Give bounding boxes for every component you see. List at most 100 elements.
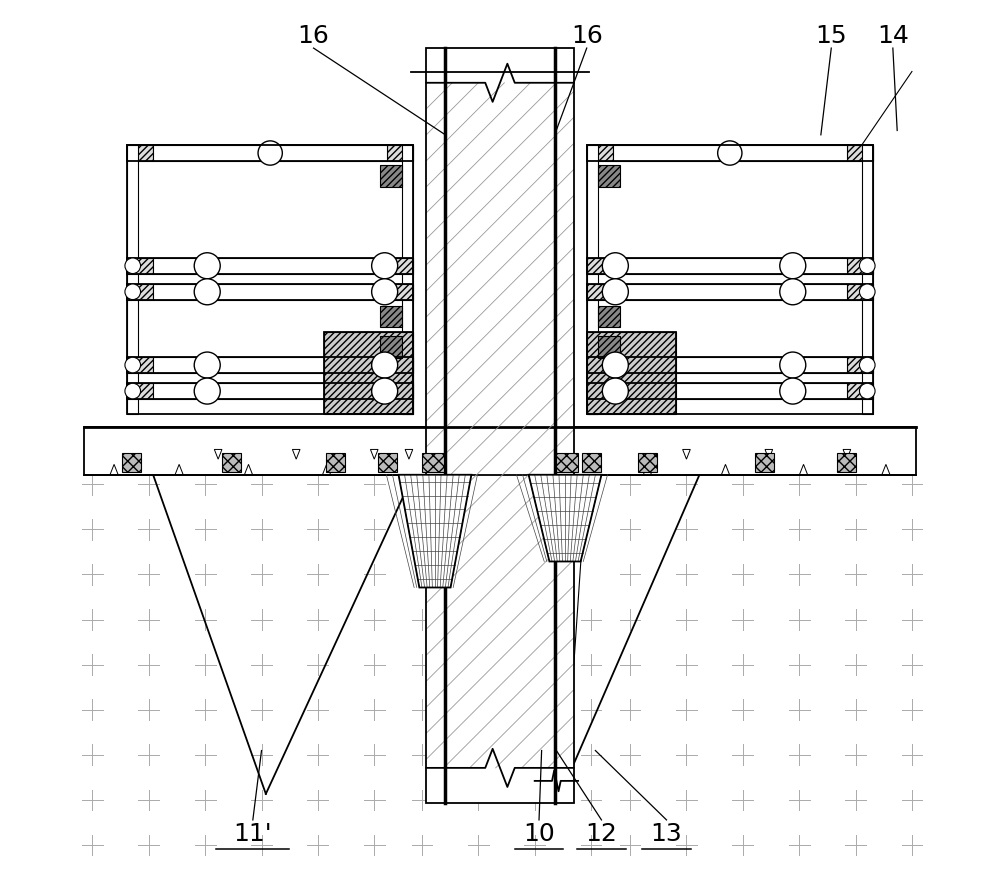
Circle shape	[125, 259, 141, 275]
Bar	[324, 332, 413, 415]
Bar	[847, 146, 873, 162]
Bar	[587, 285, 873, 300]
Circle shape	[859, 259, 875, 275]
Bar	[582, 454, 601, 473]
Bar	[587, 146, 873, 162]
Bar	[153, 146, 387, 162]
Bar	[587, 332, 676, 415]
Bar	[127, 384, 413, 400]
Circle shape	[194, 254, 220, 280]
Circle shape	[125, 358, 141, 374]
Circle shape	[372, 280, 398, 305]
Bar	[587, 358, 873, 374]
Bar	[387, 259, 413, 275]
Bar	[598, 306, 620, 328]
Bar	[587, 259, 613, 275]
Bar	[587, 146, 613, 162]
Bar	[380, 306, 402, 328]
Circle shape	[780, 254, 806, 280]
Bar	[862, 146, 873, 415]
Polygon shape	[399, 475, 471, 587]
Bar	[847, 358, 873, 374]
Bar	[380, 336, 402, 358]
Text: 14: 14	[877, 24, 909, 48]
Circle shape	[125, 285, 141, 300]
Text: 13: 13	[651, 821, 682, 845]
Circle shape	[258, 142, 282, 166]
Bar	[84, 428, 916, 475]
Text: 12: 12	[586, 821, 617, 845]
Bar	[127, 285, 153, 300]
Bar	[153, 384, 387, 400]
Bar	[638, 454, 657, 473]
Circle shape	[780, 280, 806, 305]
Bar	[598, 336, 620, 358]
Bar	[587, 358, 613, 374]
Circle shape	[372, 254, 398, 280]
Bar	[127, 146, 413, 415]
Bar	[847, 259, 873, 275]
Bar	[153, 259, 387, 275]
Circle shape	[194, 379, 220, 405]
Bar	[127, 358, 153, 374]
Text: 10: 10	[523, 821, 555, 845]
Bar	[755, 454, 774, 473]
Bar	[222, 454, 241, 473]
Bar	[598, 166, 620, 188]
Circle shape	[372, 353, 398, 379]
Bar	[127, 285, 413, 300]
Circle shape	[859, 384, 875, 400]
Circle shape	[859, 358, 875, 374]
Bar	[153, 358, 387, 374]
Circle shape	[780, 353, 806, 379]
Circle shape	[372, 379, 398, 405]
Bar	[426, 49, 574, 803]
Bar	[324, 332, 413, 415]
Bar	[847, 285, 873, 300]
Circle shape	[194, 280, 220, 305]
Circle shape	[194, 353, 220, 379]
Text: 16: 16	[298, 24, 329, 48]
Bar	[847, 384, 873, 400]
Bar	[587, 259, 873, 275]
Bar	[587, 146, 598, 415]
Bar	[402, 146, 413, 415]
Bar	[127, 146, 138, 415]
Bar	[127, 259, 153, 275]
Bar	[127, 146, 413, 162]
Bar	[153, 285, 387, 300]
Bar	[127, 358, 413, 374]
Circle shape	[602, 379, 628, 405]
Text: 11': 11'	[234, 821, 272, 845]
Bar	[587, 384, 613, 400]
Bar	[387, 358, 413, 374]
Bar	[613, 384, 847, 400]
Bar	[422, 454, 444, 473]
Circle shape	[602, 254, 628, 280]
Bar	[380, 166, 402, 188]
Bar	[387, 285, 413, 300]
Circle shape	[125, 384, 141, 400]
Text: 15: 15	[815, 24, 847, 48]
Bar	[613, 259, 847, 275]
Bar	[122, 454, 141, 473]
Bar	[613, 358, 847, 374]
Bar	[387, 384, 413, 400]
Polygon shape	[529, 475, 601, 562]
Circle shape	[780, 379, 806, 405]
Bar	[426, 49, 574, 803]
Bar	[127, 259, 413, 275]
Bar	[387, 146, 413, 162]
Text: 16: 16	[571, 24, 603, 48]
Bar	[326, 454, 345, 473]
Bar	[613, 146, 847, 162]
Bar	[587, 146, 873, 415]
Circle shape	[718, 142, 742, 166]
Circle shape	[859, 285, 875, 300]
Circle shape	[602, 353, 628, 379]
Bar	[613, 285, 847, 300]
Bar	[378, 454, 397, 473]
Bar	[127, 384, 153, 400]
Bar	[127, 146, 153, 162]
Bar	[587, 332, 676, 415]
